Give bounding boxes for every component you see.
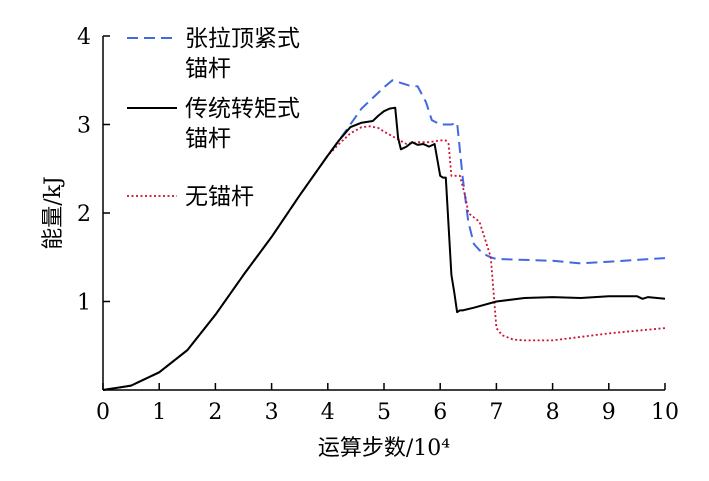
legend-label: 张拉顶紧式 — [185, 26, 300, 52]
axes — [102, 36, 665, 391]
x-tick-label: 5 — [377, 400, 391, 425]
x-tick-label: 4 — [321, 400, 335, 425]
y-axis-label: 能量/kJ — [41, 176, 66, 250]
x-tick-label: 7 — [489, 400, 503, 425]
legend-label: 锚杆 — [185, 56, 231, 82]
legend-label: 传统转矩式 — [185, 96, 300, 122]
x-axis-label: 运算步数/10⁴ — [318, 436, 450, 461]
x-tick-label: 6 — [433, 400, 447, 425]
y-tick-label: 4 — [77, 25, 91, 50]
legend-label: 锚杆 — [185, 126, 231, 152]
x-tick-label: 9 — [602, 400, 616, 425]
x-tick-label: 3 — [265, 400, 279, 425]
legend-label: 无锚杆 — [185, 184, 254, 210]
x-tick-label: 8 — [546, 400, 560, 425]
y-tick-label: 1 — [77, 291, 91, 316]
y-tick-label: 2 — [77, 202, 91, 227]
x-tick-label: 0 — [96, 400, 110, 425]
x-tick-label: 10 — [651, 400, 679, 425]
x-tick-label: 1 — [152, 400, 166, 425]
y-tick-label: 3 — [77, 114, 91, 139]
series-line-2 — [102, 106, 666, 391]
plot-lines — [102, 79, 666, 391]
ticks — [102, 35, 666, 390]
tick-labels: 0 1 2 3 4 5 6 7 8 9 10 1 2 3 4 — [77, 25, 679, 425]
x-tick-label: 2 — [208, 400, 222, 425]
